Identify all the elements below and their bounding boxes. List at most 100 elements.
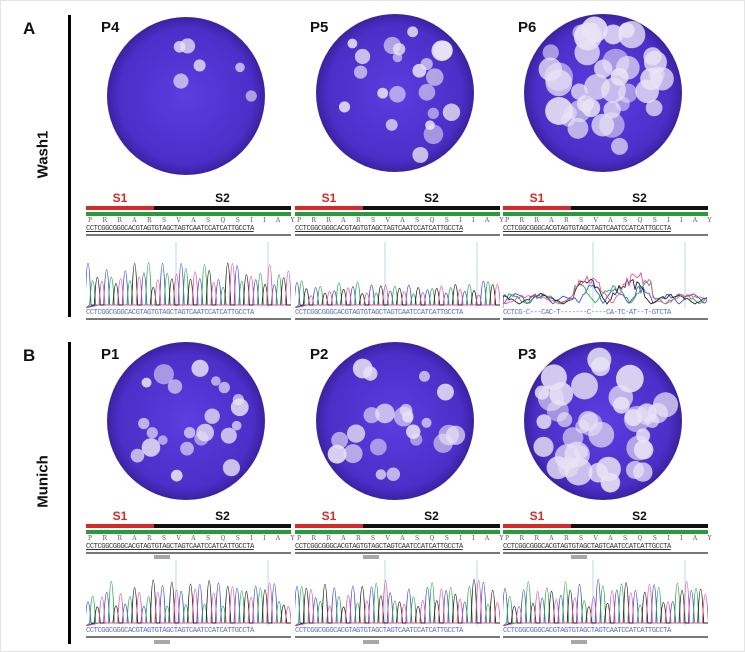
plaque-plate-image	[107, 17, 265, 175]
chromatogram	[86, 242, 291, 308]
plaque	[245, 90, 257, 102]
plaque	[562, 427, 584, 448]
plaque	[146, 427, 158, 439]
plaque	[645, 99, 663, 117]
s2-label: S2	[215, 191, 230, 205]
plaque	[338, 101, 351, 113]
plaque	[230, 398, 249, 417]
trace-c	[295, 582, 500, 626]
s1-domain-bar	[86, 524, 154, 528]
plaque	[346, 424, 366, 443]
passage-label: P1	[101, 346, 120, 363]
plaque	[389, 85, 406, 103]
sequencing-read: CCTCGGCGGGCACGTAGTGTAGCTAGTCAATCCATCATTG…	[295, 309, 500, 320]
plaque-plate-image	[316, 14, 474, 172]
plaque	[421, 417, 432, 428]
plaque	[603, 24, 624, 45]
plaque	[191, 359, 209, 377]
plaque-plate-image	[316, 342, 474, 500]
s1-domain-bar	[295, 524, 363, 528]
plaque	[327, 444, 347, 464]
s2-domain-bar	[154, 206, 291, 210]
sequencing-read: CCTCG-C---CAC-T-------C----CA-TC-AT--T-G…	[503, 309, 708, 320]
trace-c	[295, 280, 500, 308]
plaque	[180, 38, 196, 54]
trace-c	[86, 581, 291, 626]
plaque	[633, 462, 653, 482]
passage-label: P4	[101, 19, 120, 36]
plate-well	[107, 342, 265, 500]
trace-c	[503, 581, 708, 626]
plate-well	[107, 17, 265, 175]
plaque	[419, 370, 430, 382]
plaque	[354, 48, 371, 65]
trace-t	[295, 580, 500, 626]
s1-label: S1	[321, 191, 337, 205]
chromatogram	[295, 560, 500, 626]
cleavage-site-marker	[571, 640, 587, 644]
plaque	[412, 146, 429, 163]
cleavage-site-marker	[363, 555, 379, 559]
trace-t	[295, 283, 500, 308]
plaque	[392, 42, 406, 56]
cleavage-site-marker	[154, 640, 170, 644]
plaque	[427, 107, 439, 120]
plaque	[564, 441, 590, 468]
plaque	[183, 427, 196, 439]
amino-acid-sequence: P R R A R S V A S Q S I I A Y	[505, 535, 712, 542]
sequence-region-bar	[295, 212, 500, 216]
s2-domain-bar	[363, 206, 500, 210]
plaque	[602, 48, 630, 76]
plaque	[588, 462, 609, 483]
panel-divider-line	[68, 342, 71, 644]
s1-label: S1	[112, 509, 128, 523]
plaque	[196, 423, 214, 442]
plaque	[637, 403, 657, 423]
plaque	[545, 69, 573, 97]
sequence-region-bar	[503, 212, 708, 216]
plaque	[418, 83, 436, 101]
plaque	[352, 358, 373, 379]
plaque	[591, 113, 615, 137]
plaque	[130, 448, 145, 463]
trace-t	[503, 581, 708, 626]
plaque	[220, 427, 237, 444]
amino-acid-sequence: P R R A R S V A S Q S I I A Y	[297, 217, 504, 224]
chromatogram	[295, 242, 500, 308]
plaque	[590, 356, 611, 377]
reference-sequence: CCTCGGCGGGCACGTAGTGTAGCTAGTCAATCCATCATTG…	[86, 543, 291, 554]
passage-label: P2	[310, 346, 329, 363]
amino-acid-sequence: P R R A R S V A S Q S I I A Y	[297, 535, 504, 542]
plaque-plate-image	[524, 342, 682, 500]
plaque	[375, 469, 387, 480]
s2-domain-bar	[154, 524, 291, 528]
trace-t	[503, 271, 708, 308]
plaque	[167, 379, 183, 394]
trace-g	[295, 579, 500, 626]
plaque	[542, 44, 559, 61]
s2-domain-bar	[363, 524, 500, 528]
plaque	[420, 57, 433, 71]
plaque	[426, 68, 444, 86]
plaque	[222, 459, 240, 477]
plaque	[386, 467, 401, 481]
amino-acid-sequence: P R R A R S V A S Q S I I A Y	[88, 217, 295, 224]
amino-acid-sequence: P R R A R S V A S Q S I I A Y	[88, 535, 295, 542]
reference-sequence: CCTCGGCGGGCACGTAGTGTAGCTAGTCAATCCATCATTG…	[295, 543, 500, 554]
plaque	[567, 117, 589, 139]
sequence-region-bar	[503, 530, 708, 534]
amino-acid-sequence: P R R A R S V A S Q S I I A Y	[505, 217, 712, 224]
plaque	[568, 99, 591, 123]
sequencing-read: CCTCGGCGGGCACGTAGTGTAGCTAGTCAATCCATCATTG…	[295, 627, 500, 638]
row-label: Munich	[34, 455, 52, 508]
row-label: Wash1	[34, 130, 52, 179]
plaque	[611, 137, 628, 155]
reference-sequence: CCTCGGCGGGCACGTAGTGTAGCTAGTCAATCCATCATTG…	[86, 225, 291, 236]
s1-label: S1	[529, 191, 545, 205]
plaque	[193, 59, 206, 72]
trace-t	[86, 263, 291, 308]
cleavage-site-marker	[571, 555, 587, 559]
plaque	[571, 372, 599, 400]
sequencing-read: CCTCGGCGGGCACGTAGTGTAGCTAGTCAATCCATCATTG…	[86, 309, 291, 320]
